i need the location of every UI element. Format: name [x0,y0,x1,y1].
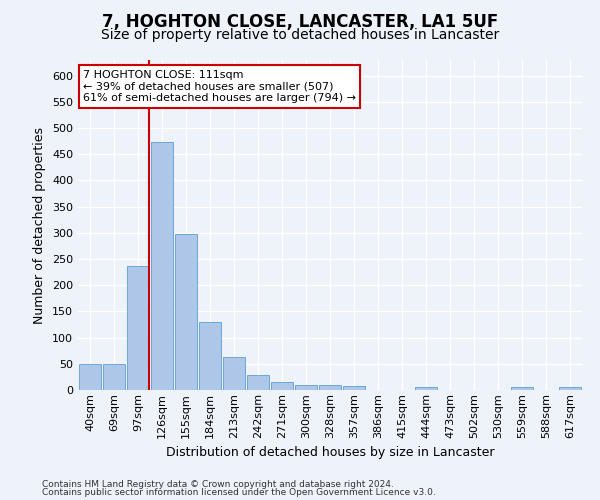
Bar [415,388,437,390]
Bar [151,142,173,390]
Y-axis label: Number of detached properties: Number of detached properties [34,126,46,324]
Bar [511,388,533,390]
Text: Contains HM Land Registry data © Crown copyright and database right 2024.: Contains HM Land Registry data © Crown c… [42,480,394,489]
Text: Size of property relative to detached houses in Lancaster: Size of property relative to detached ho… [101,28,499,42]
Bar [127,266,149,390]
Bar [271,382,293,390]
Bar [295,386,317,390]
Text: 7, HOGHTON CLOSE, LANCASTER, LA1 5UF: 7, HOGHTON CLOSE, LANCASTER, LA1 5UF [102,12,498,30]
Bar [199,322,221,390]
Bar [559,388,581,390]
X-axis label: Distribution of detached houses by size in Lancaster: Distribution of detached houses by size … [166,446,494,459]
Bar [223,357,245,390]
Bar [319,385,341,390]
Bar [79,364,101,390]
Bar [175,234,197,390]
Bar [343,386,365,390]
Text: Contains public sector information licensed under the Open Government Licence v3: Contains public sector information licen… [42,488,436,497]
Text: 7 HOGHTON CLOSE: 111sqm
← 39% of detached houses are smaller (507)
61% of semi-d: 7 HOGHTON CLOSE: 111sqm ← 39% of detache… [83,70,356,103]
Bar [247,376,269,390]
Bar [103,364,125,390]
